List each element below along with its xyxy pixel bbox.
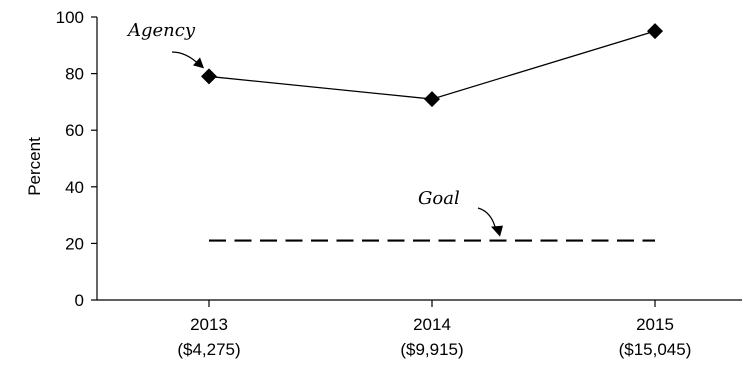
chart-axes: 0 20 40 60 80 100 2013 ($4,275) 2014 ($9,915) 2015… [25,8,742,359]
x-tick-label-amount: ($9,915) [400,340,463,359]
agency-arrow-head [193,57,204,69]
y-tick-label: 80 [65,65,84,84]
y-axis-title: Percent [25,137,44,196]
y-tick-label: 60 [65,121,84,140]
agency-diamond-marker [647,23,663,40]
x-tick-label-year: 2013 [190,315,228,334]
agency-series [201,23,663,108]
x-tick-label-year: 2014 [413,315,451,334]
x-tick-label-amount: ($4,275) [177,340,240,359]
x-tick-label-amount: ($15,045) [619,340,692,359]
agency-diamond-marker [424,91,440,108]
agency-annotation-arrow [171,51,200,65]
y-tick-label: 100 [56,8,84,27]
y-tick-label: 40 [65,178,84,197]
goal-annotation-label: Goal [418,188,460,209]
y-tick-label: 20 [65,234,84,253]
agency-annotation-label: Agency [126,20,196,41]
agency-line [208,30,656,100]
agency-diamond-marker [201,68,217,85]
x-tick-label-year: 2015 [636,315,674,334]
y-tick-label: 0 [75,291,84,310]
chart-annotations: Agency Goal [126,20,503,237]
goal-arrow-head [491,225,503,237]
